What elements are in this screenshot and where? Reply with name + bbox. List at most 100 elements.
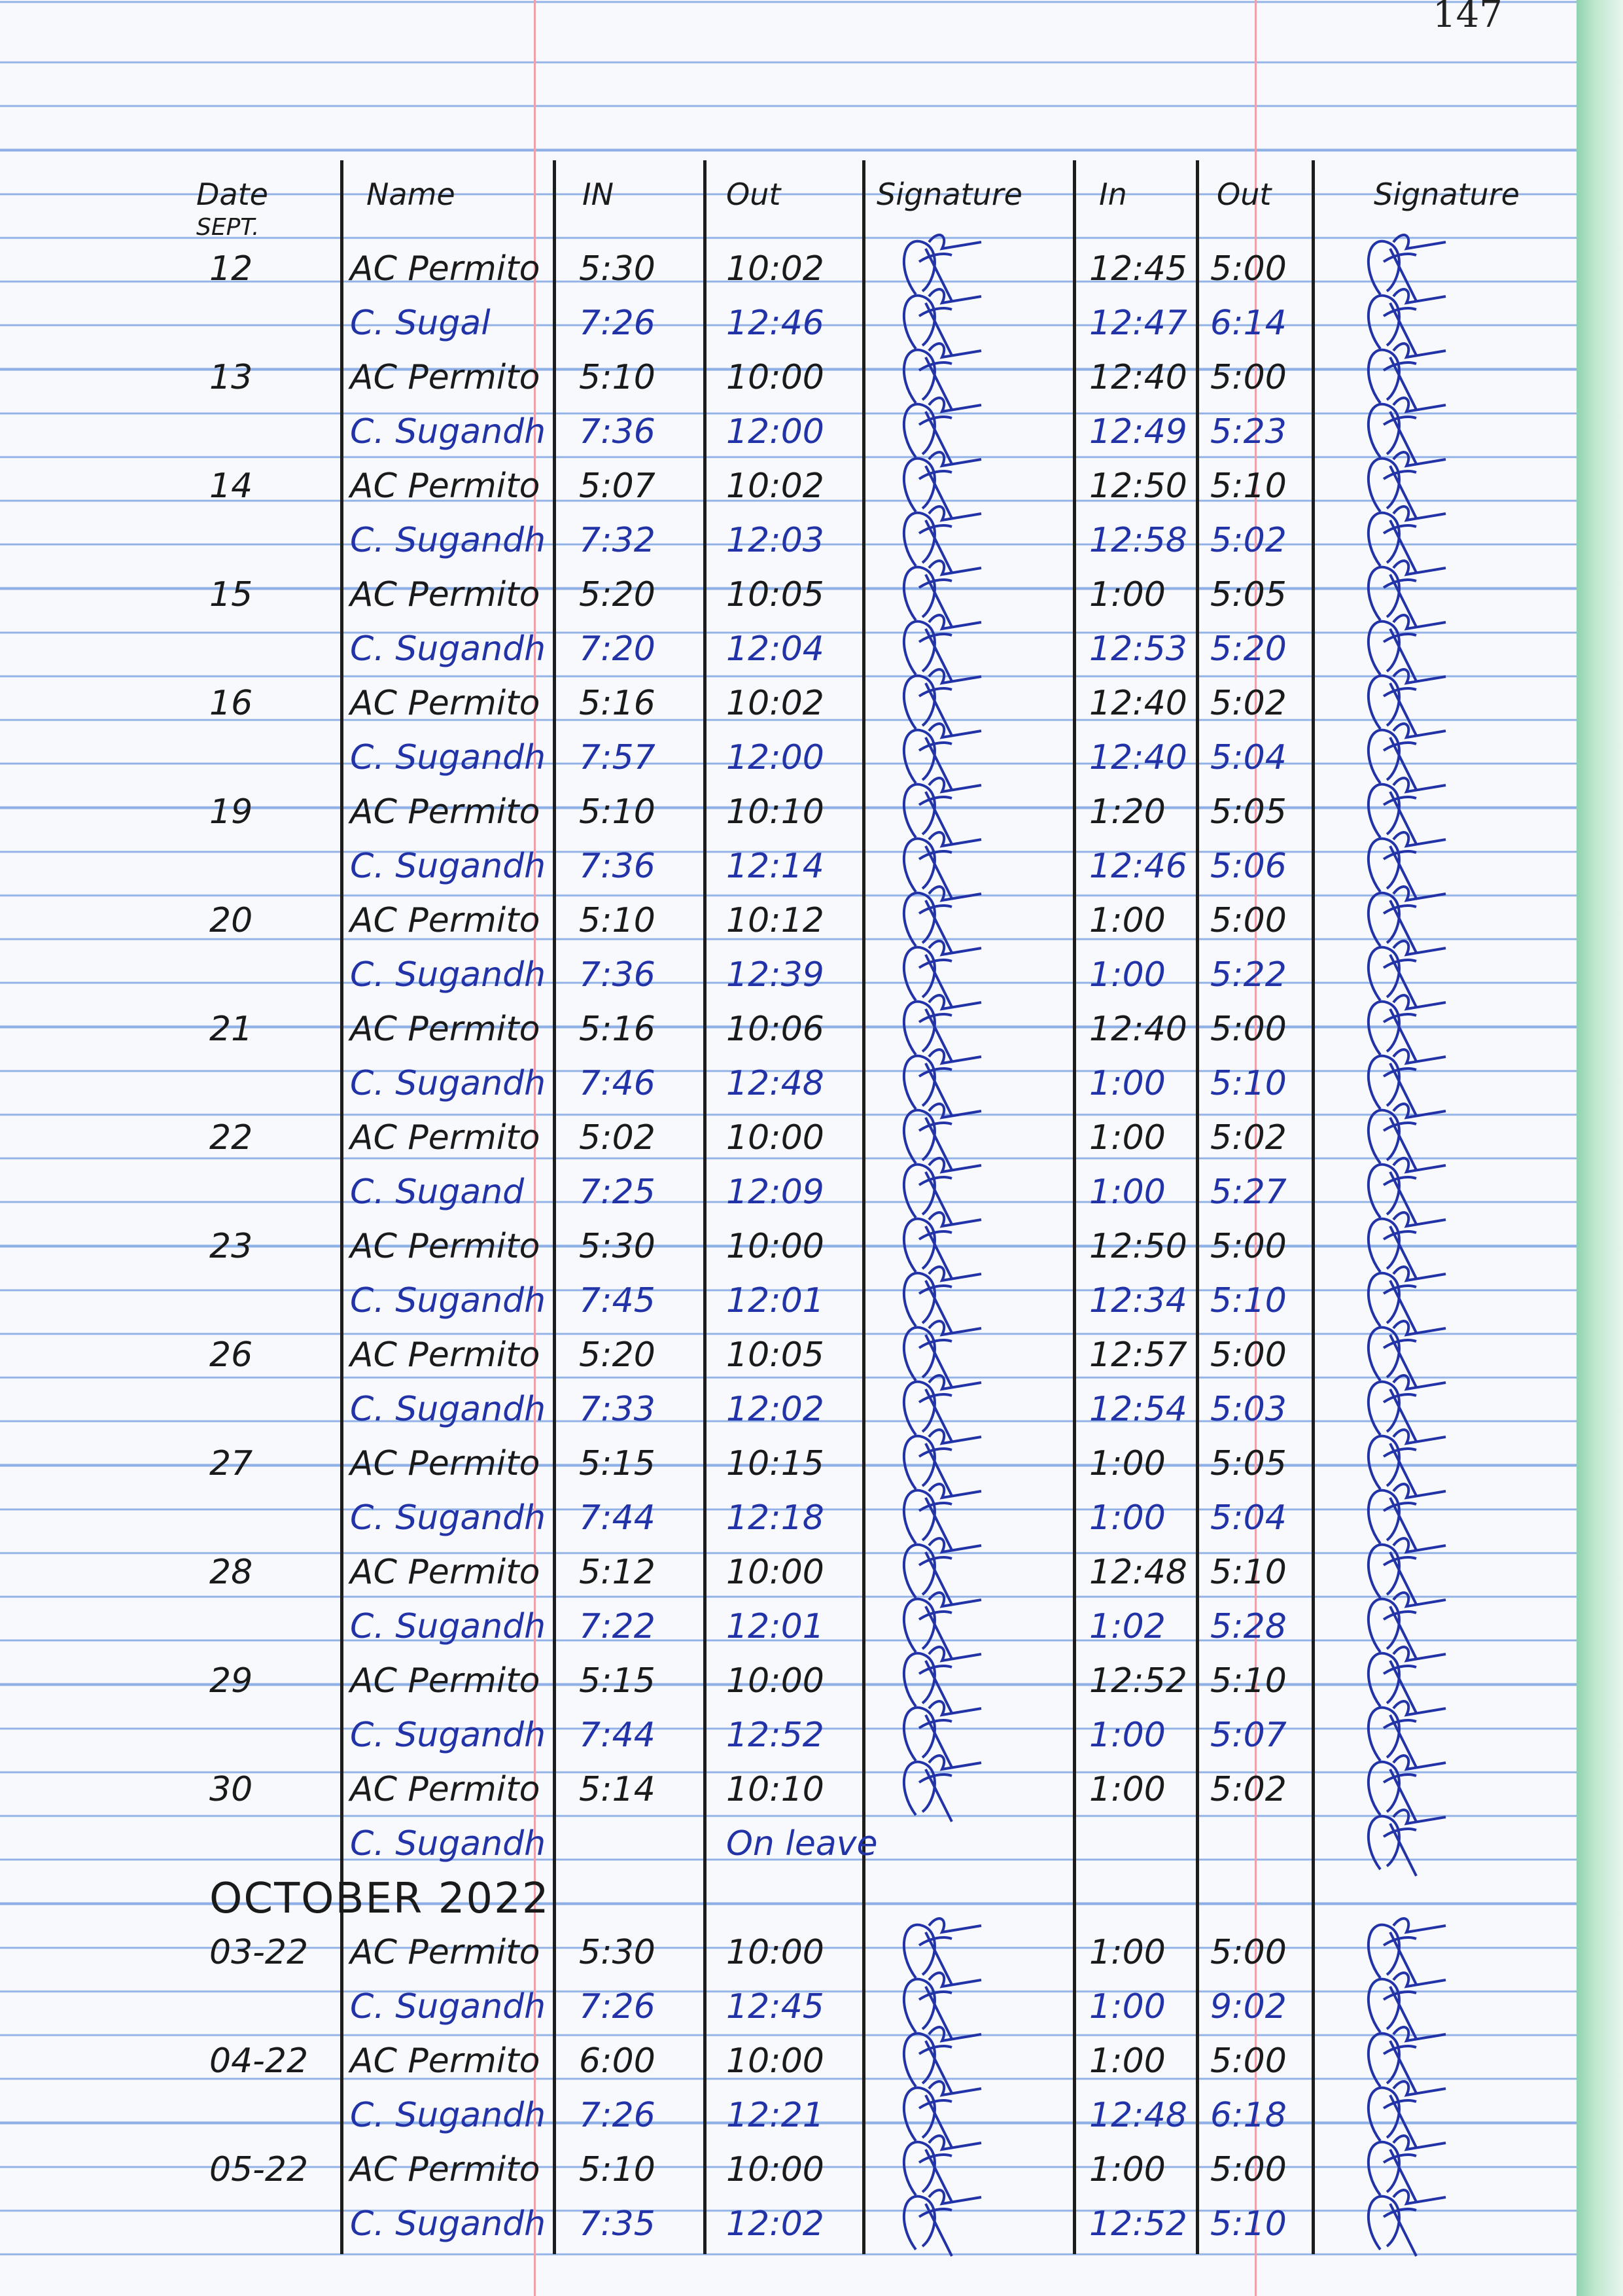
time-in-afternoon: 12:54: [1089, 1390, 1187, 1429]
column-divider: [340, 160, 343, 2254]
table-row: 13 AC Permito 5:10 10:00 12:40 5:00: [0, 342, 1577, 410]
table-row: 05-22 AC Permito 5:10 10:00 1:00 5:00: [0, 2134, 1577, 2202]
time-out-afternoon: 5:23: [1210, 412, 1287, 451]
row-name: C. Sugandh: [350, 1064, 546, 1103]
row-name: AC Permito: [350, 467, 540, 506]
signature-icon: [902, 1537, 982, 1605]
signature-icon: [902, 2134, 982, 2202]
signature-icon: [902, 1591, 982, 1659]
time-in-afternoon: 1:00: [1089, 955, 1166, 995]
table-row: C. Sugandh 7:44 12:52 1:00 5:07: [0, 1700, 1577, 1768]
time-out: 10:00: [726, 1933, 824, 1972]
row-name: AC Permito: [350, 358, 540, 397]
signature-icon: [1367, 559, 1446, 627]
row-name: C. Sugandh: [350, 1607, 546, 1646]
row-date: 03-22: [209, 1933, 309, 1972]
time-out-afternoon: 5:00: [1210, 1933, 1287, 1972]
time-out-afternoon: 5:00: [1210, 1335, 1287, 1375]
row-name: C. Sugandh: [350, 955, 546, 995]
row-date: 29: [209, 1661, 253, 1701]
row-name: C. Sugandh: [350, 1987, 546, 2026]
time-out: 10:02: [726, 684, 824, 723]
time-out-afternoon: 5:04: [1210, 738, 1287, 777]
time-in: 5:10: [579, 792, 655, 832]
time-in-afternoon: 1:02: [1089, 1607, 1166, 1646]
table-row: 03-22 AC Permito 5:30 10:00 1:00 5:00: [0, 1917, 1577, 1985]
signature-icon: [902, 1103, 982, 1171]
time-out: 12:45: [726, 1987, 824, 2026]
row-name: AC Permito: [350, 1118, 540, 1157]
time-in: 7:36: [579, 412, 655, 451]
time-out: On leave: [726, 1824, 878, 1863]
time-in: 5:20: [579, 1335, 655, 1375]
table-row: C. Sugandh On leave: [0, 1809, 1577, 1877]
time-in: 6:00: [579, 2041, 655, 2081]
row-date: 28: [209, 1553, 253, 1592]
margin-line: [534, 0, 536, 2296]
signature-icon: [902, 1971, 982, 2040]
signature-icon: [1367, 1157, 1446, 1225]
time-out: 10:00: [726, 1661, 824, 1701]
time-out: 12:02: [726, 1390, 824, 1429]
time-out: 12:00: [726, 738, 824, 777]
column-divider: [1073, 160, 1076, 2254]
page-number: 147: [1433, 0, 1503, 36]
signature-icon: [902, 1700, 982, 1768]
time-in-afternoon: 1:00: [1089, 575, 1166, 614]
signature-icon: [1367, 614, 1446, 682]
time-out: 12:39: [726, 955, 824, 995]
row-name: C. Sugand: [350, 1173, 525, 1212]
signature-icon: [902, 451, 982, 519]
time-in: 7:44: [579, 1716, 655, 1755]
time-out-afternoon: 5:22: [1210, 955, 1287, 995]
time-out-afternoon: 5:10: [1210, 1553, 1287, 1592]
time-out-afternoon: 5:05: [1210, 1444, 1287, 1483]
table-row: C. Sugal 7:26 12:46 12:47 6:14: [0, 288, 1577, 356]
signature-icon: [902, 1646, 982, 1714]
time-out-afternoon: 5:02: [1210, 1118, 1287, 1157]
time-in-afternoon: 1:00: [1089, 1173, 1166, 1212]
time-out: 10:12: [726, 901, 824, 940]
column-divider: [703, 160, 707, 2254]
time-in: 5:16: [579, 684, 655, 723]
row-date: 14: [209, 467, 253, 506]
signature-icon: [902, 2080, 982, 2148]
signature-icon: [902, 1157, 982, 1225]
table-row: 20 AC Permito 5:10 10:12 1:00 5:00: [0, 885, 1577, 953]
time-in-afternoon: 12:40: [1089, 358, 1187, 397]
signature-icon: [1367, 1483, 1446, 1551]
row-name: AC Permito: [350, 792, 540, 832]
time-in-afternoon: 1:00: [1089, 2150, 1166, 2189]
table-row: 04-22 AC Permito 6:00 10:00 1:00 5:00: [0, 2026, 1577, 2094]
table-row: C. Sugandh 7:36 12:39 1:00 5:22: [0, 940, 1577, 1008]
row-name: AC Permito: [350, 2150, 540, 2189]
signature-icon: [1367, 2026, 1446, 2094]
row-name: AC Permito: [350, 1770, 540, 1809]
time-in: 5:10: [579, 901, 655, 940]
time-out: 10:10: [726, 792, 824, 832]
signature-icon: [902, 722, 982, 790]
signature-icon: [1367, 668, 1446, 736]
time-in-afternoon: 12:46: [1089, 847, 1187, 886]
time-out: 10:10: [726, 1770, 824, 1809]
time-out-afternoon: 5:10: [1210, 2204, 1287, 2244]
signature-icon: [902, 2189, 982, 2257]
row-date: 05-22: [209, 2150, 309, 2189]
time-out: 10:05: [726, 575, 824, 614]
signature-icon: [1367, 1428, 1446, 1496]
row-name: C. Sugandh: [350, 738, 546, 777]
time-in-afternoon: 12:49: [1089, 412, 1187, 451]
time-in-afternoon: 1:00: [1089, 1444, 1166, 1483]
row-date: 20: [209, 901, 253, 940]
time-in: 5:20: [579, 575, 655, 614]
row-name: C. Sugal: [350, 304, 491, 343]
row-name: AC Permito: [350, 575, 540, 614]
time-out-afternoon: 5:00: [1210, 249, 1287, 289]
time-in-afternoon: 12:40: [1089, 1010, 1187, 1049]
row-date: 27: [209, 1444, 253, 1483]
margin-line: [1255, 0, 1257, 2296]
header-in: IN: [582, 177, 614, 212]
row-name: C. Sugandh: [350, 1824, 546, 1863]
signature-icon: [902, 1428, 982, 1496]
time-out: 10:05: [726, 1335, 824, 1375]
